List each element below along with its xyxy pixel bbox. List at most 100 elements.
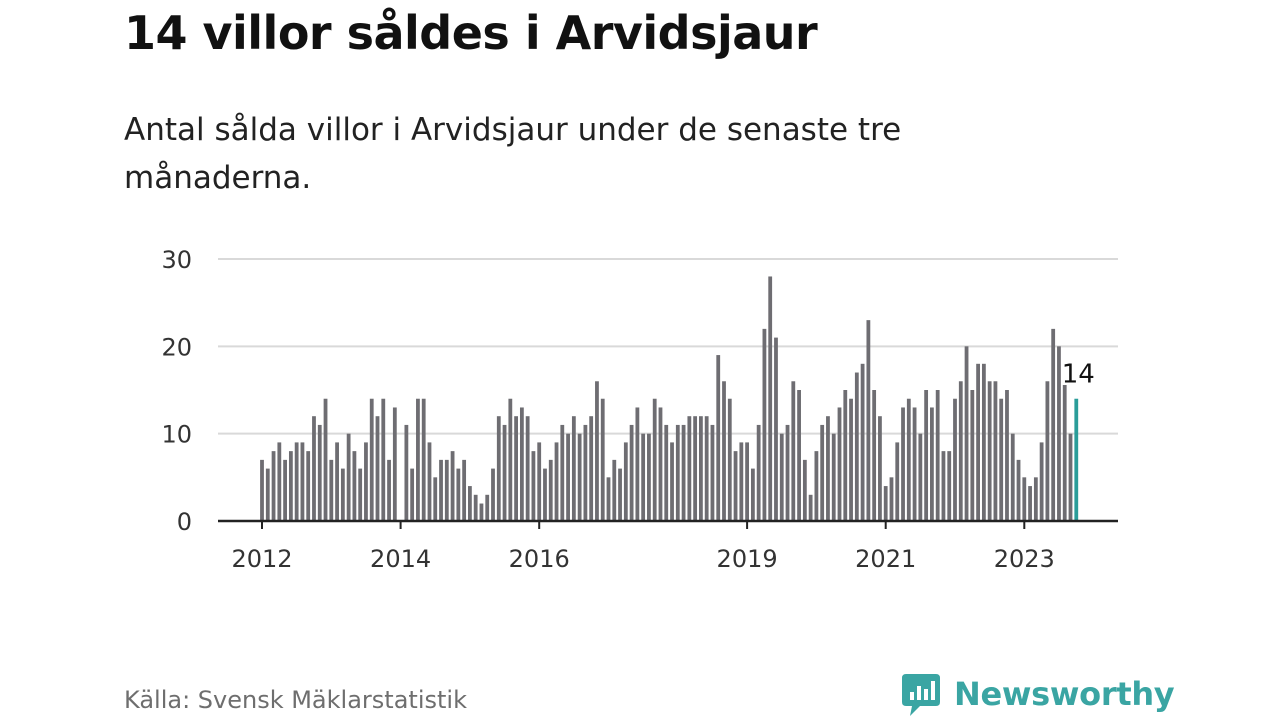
bar	[496, 416, 501, 521]
bar	[537, 442, 542, 521]
bar	[387, 459, 391, 521]
bar	[433, 477, 438, 521]
bar	[635, 407, 640, 521]
bar	[779, 433, 784, 521]
bar	[768, 276, 773, 521]
bar	[664, 424, 669, 521]
bar	[421, 398, 426, 521]
bar	[924, 390, 929, 521]
bar	[294, 442, 299, 521]
bar	[895, 442, 900, 521]
bar	[652, 398, 657, 521]
bar	[739, 442, 744, 521]
bar	[699, 416, 703, 521]
bar	[288, 451, 293, 521]
bar	[566, 433, 570, 521]
x-tick-label: 2023	[994, 545, 1055, 573]
bar	[750, 468, 755, 521]
bar	[1062, 381, 1067, 521]
bar	[802, 459, 807, 521]
bar	[485, 494, 490, 521]
bar	[774, 337, 778, 521]
y-tick-label: 10	[161, 421, 192, 449]
x-tick-label: 2014	[370, 545, 431, 573]
bar	[519, 407, 524, 521]
bar	[820, 424, 825, 521]
bar	[444, 459, 449, 521]
bar	[762, 328, 767, 521]
bar	[369, 398, 374, 521]
bar	[953, 398, 957, 521]
bar	[571, 416, 576, 521]
bar	[410, 468, 415, 521]
bar	[468, 486, 472, 521]
bar	[514, 416, 518, 521]
bar	[340, 468, 345, 521]
bar	[479, 503, 484, 521]
bar	[831, 433, 836, 521]
bar	[271, 451, 276, 521]
bar	[346, 433, 351, 521]
bar	[716, 355, 721, 521]
bar	[999, 398, 1004, 521]
bar	[901, 407, 905, 521]
bar	[456, 468, 461, 521]
bar	[976, 363, 980, 521]
bar	[583, 424, 588, 521]
bar	[306, 451, 311, 521]
bar-highlight	[1074, 398, 1079, 521]
data-labels: 14	[1059, 357, 1097, 392]
bar	[595, 381, 599, 521]
bar	[312, 416, 316, 521]
bar	[623, 442, 628, 521]
bar	[797, 390, 801, 521]
bar	[860, 363, 865, 521]
bar	[265, 468, 270, 521]
x-tick-label: 2019	[717, 545, 778, 573]
bar	[618, 468, 622, 521]
bar	[577, 433, 582, 521]
bars	[260, 276, 1079, 521]
bar	[958, 381, 963, 521]
bar	[722, 381, 726, 521]
bar	[889, 477, 894, 521]
bar-chart: 0 10 20 30 2012 2014 2016 2019 2021 2023 14	[161, 246, 1118, 573]
bar	[381, 398, 386, 521]
bar	[981, 363, 986, 521]
bar	[872, 390, 877, 521]
bar	[808, 494, 813, 521]
bar	[462, 459, 467, 521]
y-tick-label: 30	[161, 246, 192, 274]
x-axis-ticks: 2012 2014 2016 2019 2021 2023	[231, 521, 1055, 573]
bar	[647, 433, 651, 521]
chart-title: 14 villor såldes i Arvidsjaur	[124, 6, 818, 60]
bar	[727, 398, 732, 521]
bar	[756, 424, 761, 521]
bar	[606, 477, 611, 521]
bar	[658, 407, 663, 521]
bar	[392, 407, 397, 521]
bar	[300, 442, 305, 521]
bar	[554, 442, 559, 521]
bar	[375, 416, 380, 521]
bar	[849, 398, 853, 521]
bar	[854, 372, 859, 521]
highlight-value-label: 14	[1062, 360, 1095, 390]
x-tick-label: 2016	[509, 545, 570, 573]
bar	[1039, 442, 1044, 521]
bar	[826, 416, 830, 521]
bar	[930, 407, 934, 521]
bar	[600, 398, 605, 521]
bar	[710, 424, 715, 521]
bar	[1057, 346, 1061, 521]
bar	[277, 442, 282, 521]
brand-name: Newsworthy	[954, 675, 1175, 713]
bar	[1010, 433, 1015, 521]
bar	[260, 459, 264, 521]
bar	[525, 416, 530, 521]
bar	[906, 398, 911, 521]
source-note: Källa: Svensk Mäklarstatistik	[124, 686, 467, 714]
bar	[964, 346, 969, 521]
bar	[675, 424, 680, 521]
bar	[502, 424, 507, 521]
